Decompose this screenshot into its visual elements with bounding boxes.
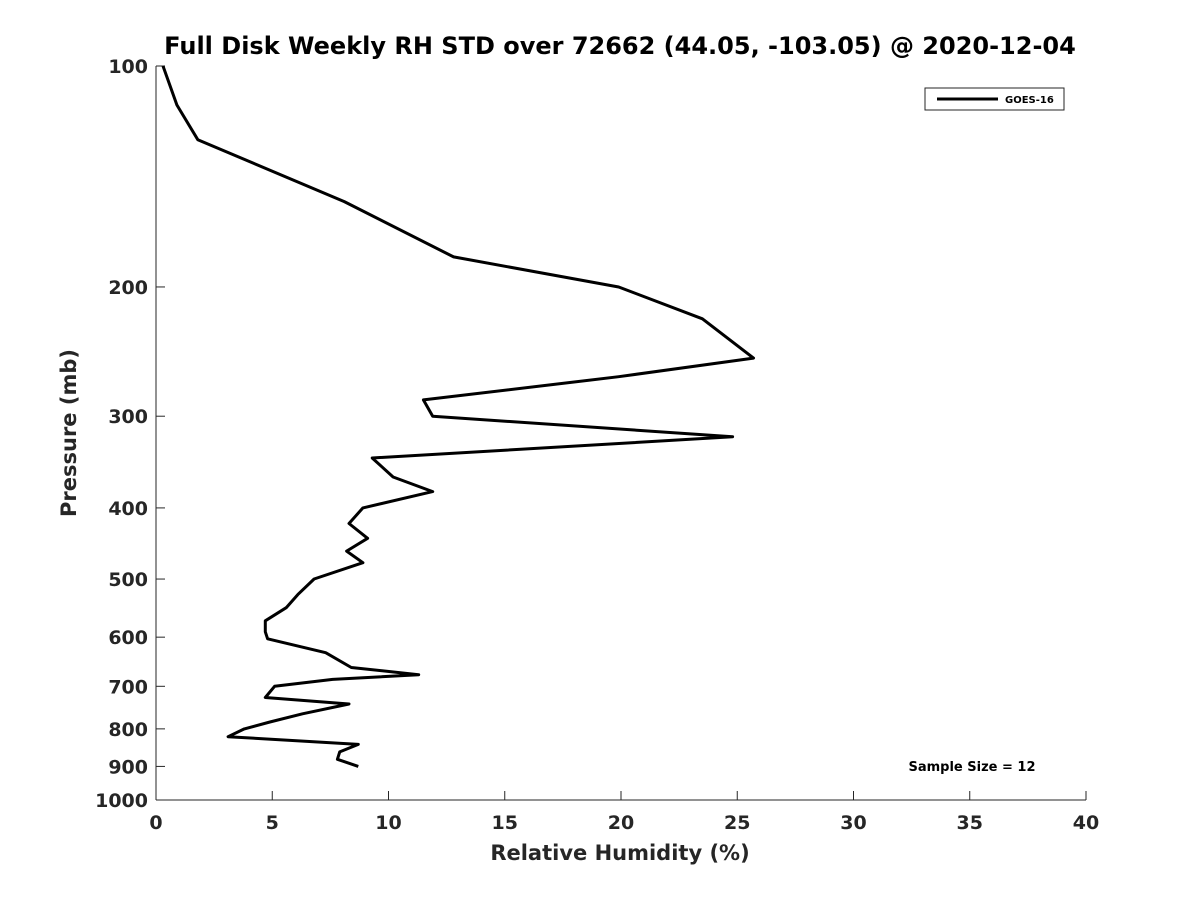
y-tick-label: 700 (108, 676, 148, 698)
legend: GOES-16 (924, 87, 1065, 111)
sample-size-annotation: Sample Size = 12 (908, 760, 1035, 775)
y-tick-label: 500 (108, 569, 148, 591)
x-axis-label: Relative Humidity (%) (490, 841, 749, 865)
x-axis-ticks: 0 5 10 15 20 25 30 35 40 (149, 791, 1099, 834)
x-tick-label: 20 (608, 812, 634, 834)
series-line-goes-16 (161, 65, 755, 768)
series-layer (161, 65, 755, 768)
plot-area: 0 5 10 15 20 25 30 35 40 100 200 300 400 500 600 700 80… (95, 56, 1099, 834)
chart-title: Full Disk Weekly RH STD over 72662 (44.0… (164, 32, 1076, 60)
x-tick-label: 30 (840, 812, 866, 834)
x-tick-label: 0 (149, 812, 162, 834)
x-tick-label: 40 (1073, 812, 1099, 834)
y-axis-label: Pressure (mb) (57, 349, 81, 517)
legend-label-goes-16: GOES-16 (1005, 95, 1054, 106)
x-tick-label: 25 (724, 812, 750, 834)
y-tick-label: 800 (108, 719, 148, 741)
y-tick-label: 300 (108, 406, 148, 428)
y-tick-label: 200 (108, 277, 148, 299)
y-tick-label: 900 (108, 756, 148, 778)
y-tick-label: 400 (108, 498, 148, 520)
x-tick-label: 15 (492, 812, 518, 834)
y-axis-ticks: 100 200 300 400 500 600 700 800 900 1000 (95, 56, 165, 812)
x-tick-label: 35 (957, 812, 983, 834)
y-tick-label: 100 (108, 56, 148, 78)
x-tick-label: 5 (266, 812, 279, 834)
y-tick-label: 1000 (95, 790, 148, 812)
x-tick-label: 10 (375, 812, 401, 834)
y-tick-label: 600 (108, 627, 148, 649)
